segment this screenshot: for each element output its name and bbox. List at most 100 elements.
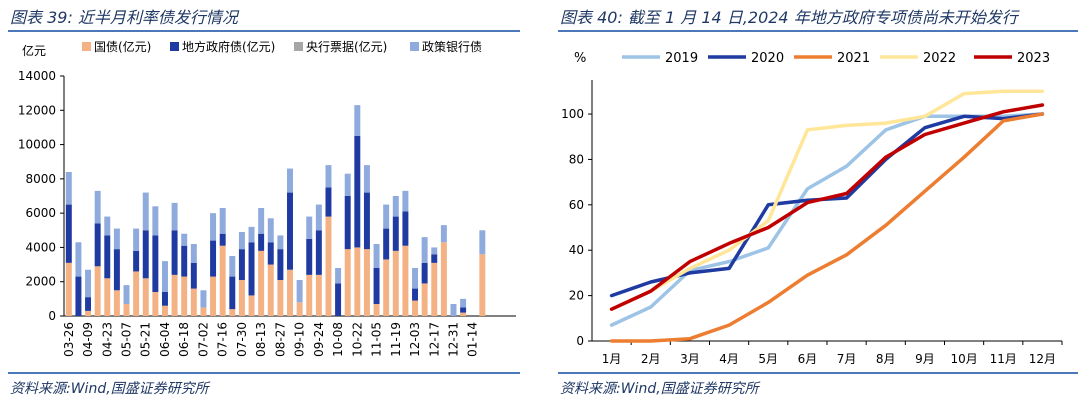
- bar-guozhai: [363, 249, 370, 316]
- y-tick-label: 80: [569, 152, 584, 166]
- y-tick-label: 60: [569, 198, 584, 212]
- bar-guozhai: [267, 264, 274, 316]
- x-tick-label: 04-23: [100, 322, 114, 357]
- bar-difang: [287, 192, 293, 270]
- bar-guozhai: [258, 250, 265, 316]
- y-axis-unit-label: %: [574, 51, 586, 66]
- bar-guozhai: [412, 300, 419, 316]
- bar-guozhai: [479, 254, 486, 316]
- x-tick-label: 07-02: [196, 322, 210, 357]
- bar-guozhai: [277, 280, 284, 316]
- bar-zhengce: [94, 190, 101, 224]
- y-tick-label: 14000: [18, 69, 56, 83]
- bar-zhengce: [402, 190, 409, 212]
- series-line-2023: [609, 103, 1045, 311]
- bar-difang: [75, 276, 82, 316]
- right-title-rule: [558, 30, 1078, 32]
- bar-zhengce: [412, 268, 419, 289]
- bar-zhengce: [344, 173, 351, 196]
- bar-guozhai: [133, 271, 140, 316]
- bar-difang: [152, 235, 159, 292]
- x-tick-label: 06-18: [177, 322, 191, 357]
- x-tick-label: 3月: [680, 352, 700, 366]
- bar-guozhai: [460, 312, 467, 316]
- y-tick-label: 6000: [25, 206, 56, 220]
- left-source-rule: [8, 372, 520, 374]
- bar-difang: [258, 233, 265, 251]
- x-tick-label: 09-10: [293, 322, 307, 357]
- bar-guozhai: [229, 309, 236, 316]
- bar-guozhai: [440, 242, 447, 316]
- bar-guozhai: [354, 247, 361, 316]
- bar-zhengce: [267, 218, 274, 243]
- x-tick-label: 9月: [915, 352, 935, 366]
- bar-zhengce: [152, 206, 159, 236]
- bar-guozhai: [248, 295, 255, 316]
- bar-difang: [181, 245, 188, 277]
- bar-guozhai: [296, 302, 303, 316]
- bar-difang: [315, 230, 322, 275]
- x-tick-label: 08-27: [273, 322, 287, 357]
- bar-zhengce: [373, 244, 380, 268]
- x-tick-label: 5月: [758, 352, 778, 366]
- bar-zhengce: [479, 230, 486, 255]
- bar-zhengce: [210, 213, 217, 241]
- bar-zhengce: [335, 268, 342, 284]
- bar-difang: [161, 292, 168, 306]
- bar-guozhai: [325, 216, 332, 316]
- x-tick-label: 07-16: [216, 322, 230, 357]
- bar-difang: [335, 283, 342, 316]
- x-tick-label: 04-09: [81, 322, 95, 357]
- bar-guozhai: [113, 290, 120, 316]
- legend-label: 2023: [1017, 51, 1050, 66]
- bar-zhengce: [363, 165, 370, 193]
- bar-difang: [344, 196, 351, 250]
- bar-guozhai: [315, 274, 322, 316]
- y-tick-label: 12000: [18, 103, 56, 117]
- bar-guozhai: [431, 262, 438, 316]
- bar-difang: [142, 230, 149, 279]
- x-tick-label: 12月: [1029, 352, 1056, 366]
- bar-guozhai: [421, 283, 428, 316]
- bar-difang: [325, 187, 332, 217]
- x-tick-label: 4月: [719, 352, 739, 366]
- bar-zhengce: [277, 235, 284, 250]
- left-source-note: 资料来源:Wind,国盛证券研究所: [10, 381, 209, 397]
- bar-zhengce: [104, 216, 111, 236]
- bar-zhengce: [190, 244, 197, 263]
- legend-label: 政策银行债: [422, 40, 482, 54]
- x-tick-label: 07-30: [235, 322, 249, 357]
- bar-difang: [373, 268, 380, 304]
- x-tick-label: 6月: [798, 352, 818, 366]
- x-tick-label: 05-21: [139, 322, 153, 357]
- bar-guozhai: [306, 274, 313, 316]
- legend-label: 国债(亿元): [94, 39, 151, 54]
- bar-zhengce: [133, 228, 140, 251]
- bar-zhengce: [248, 226, 255, 243]
- bar-zhengce: [460, 298, 467, 308]
- bar-zhengce: [181, 233, 188, 246]
- x-tick-label: 8月: [876, 352, 896, 366]
- x-tick-label: 10-22: [350, 322, 364, 357]
- series-line-2020: [609, 112, 1045, 298]
- bar-zhengce: [75, 242, 82, 277]
- bar-zhengce: [431, 247, 438, 255]
- bar-guozhai: [383, 259, 390, 316]
- bar-zhengce: [440, 225, 447, 243]
- bar-difang: [306, 238, 313, 275]
- legend-label: 2020: [751, 51, 784, 66]
- bar-difang: [363, 192, 370, 250]
- bar-zhengce: [229, 256, 236, 277]
- x-tick-label: 2月: [641, 352, 661, 366]
- bar-guozhai: [210, 276, 217, 316]
- x-tick-label: 12-03: [408, 322, 422, 357]
- right-source-note: 资料来源:Wind,国盛证券研究所: [560, 381, 759, 397]
- bar-zhengce: [287, 168, 293, 193]
- x-tick-label: 06-04: [158, 322, 172, 357]
- x-tick-label: 11-19: [389, 322, 403, 357]
- legend-label: 2021: [837, 51, 870, 66]
- y-axis-unit-label: 亿元: [22, 43, 46, 58]
- x-tick-label: 12-31: [446, 322, 460, 357]
- right-source-rule: [558, 372, 1078, 374]
- bar-guozhai: [392, 250, 399, 316]
